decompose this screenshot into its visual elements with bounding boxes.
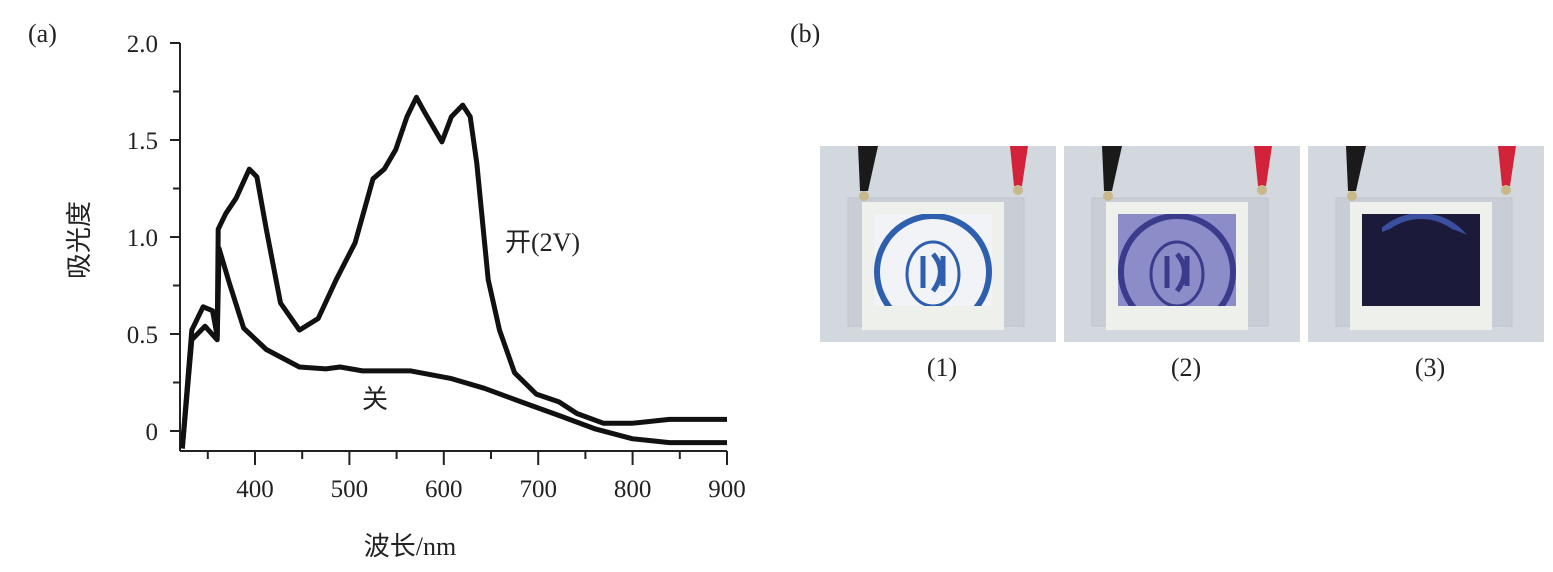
photo-2: (2) [1064, 146, 1300, 382]
photo-caption: (2) [1171, 353, 1201, 382]
y-tick-label: 1.0 [127, 225, 158, 252]
y-tick-label: 0.5 [127, 322, 158, 349]
panel-label-a: (a) [28, 19, 57, 48]
black-clip [1346, 146, 1366, 191]
y-axis-label: 吸光度 [65, 201, 94, 279]
y-tick-label: 0 [146, 419, 159, 446]
logo-ring [1118, 214, 1236, 306]
x-tick-label: 600 [425, 476, 463, 503]
y-tick-label: 2.0 [127, 31, 158, 58]
series-label-off: 关 [362, 385, 388, 415]
black-clip [1102, 146, 1122, 191]
logo-mark [1164, 252, 1190, 293]
photo-caption: (3) [1415, 353, 1445, 382]
x-tick-label: 400 [236, 476, 274, 503]
logo-ring [874, 214, 992, 306]
display-window [874, 214, 992, 306]
clip-tip [1257, 185, 1267, 195]
clip-tip [1501, 185, 1511, 195]
clip-tip [1013, 185, 1023, 195]
dark-colored-region [1362, 214, 1382, 306]
x-tick-label: 500 [331, 476, 369, 503]
x-tick-label: 700 [519, 476, 557, 503]
series-line-off [179, 246, 727, 449]
clip-tip [1103, 191, 1113, 201]
absorbance-chart: 0 0.5 1.0 1.5 2.0 400 500 600 700 800 900 开(2V) 关… [65, 31, 746, 561]
y-tick-label: 1.5 [127, 128, 158, 155]
x-tick-label: 900 [708, 476, 746, 503]
series-label-on: 开(2V) [505, 228, 580, 257]
logo-mark [920, 252, 946, 293]
clip-tip [859, 191, 869, 201]
logo-emblem [1149, 240, 1205, 306]
x-axis-label: 波长/nm [364, 532, 456, 561]
dark-colored-region [1362, 224, 1480, 306]
red-clip [1498, 146, 1516, 186]
logo-emblem [905, 240, 961, 306]
red-clip [1010, 146, 1028, 186]
x-tick-label: 800 [614, 476, 652, 503]
red-clip [1254, 146, 1272, 186]
panel-label-b: (b) [790, 19, 820, 48]
photo-3: (3) [1308, 146, 1544, 382]
device-photos: (1) (2) (3) [820, 146, 1544, 382]
display-window [1118, 214, 1236, 306]
photo-caption: (1) [927, 353, 957, 382]
series-line-on [179, 94, 727, 449]
photo-1: (1) [820, 146, 1056, 382]
black-clip [858, 146, 878, 191]
clip-tip [1347, 191, 1357, 201]
